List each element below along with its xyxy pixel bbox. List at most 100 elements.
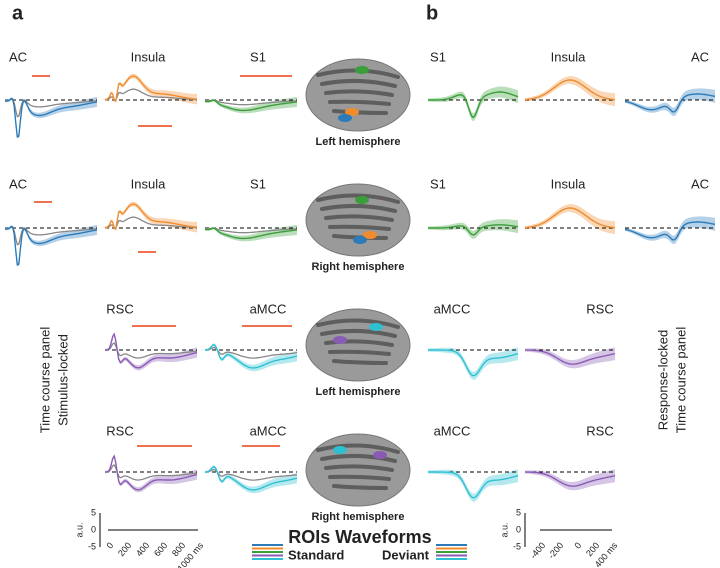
y-unit: a.u. bbox=[74, 522, 84, 537]
side-title: Stimulus-locked bbox=[55, 334, 70, 426]
standard-trace bbox=[105, 341, 198, 359]
roi-title: S1 bbox=[250, 176, 266, 191]
deviant-trace bbox=[104, 75, 198, 103]
brain-sulcus bbox=[328, 474, 391, 481]
roi-title: AC bbox=[9, 176, 27, 191]
roi-title: AC bbox=[9, 49, 27, 64]
deviant-trace bbox=[524, 349, 616, 365]
roi-patch bbox=[355, 66, 369, 74]
roi-title: aMCC bbox=[250, 301, 287, 316]
roi-patch bbox=[373, 451, 387, 459]
roi-title: Insula bbox=[551, 49, 586, 64]
deviant-trace bbox=[524, 207, 616, 229]
error-band bbox=[525, 76, 615, 107]
roi-title: S1 bbox=[430, 176, 446, 191]
brain-sulcus bbox=[324, 339, 394, 347]
roi-title: RSC bbox=[586, 423, 613, 438]
brain-sulcus bbox=[328, 349, 391, 356]
deviant-trace bbox=[428, 224, 519, 236]
hemisphere-label: Left hemisphere bbox=[316, 136, 401, 148]
y-tick-label: -5 bbox=[88, 541, 96, 551]
roi-title: RSC bbox=[586, 301, 613, 316]
x-tick-label: 200 bbox=[116, 540, 133, 558]
standard-trace bbox=[104, 216, 197, 230]
legend-title: ROIs Waveforms bbox=[288, 527, 431, 547]
brain-sulcus bbox=[316, 443, 400, 454]
roi-title: S1 bbox=[250, 49, 266, 64]
deviant-trace bbox=[4, 97, 98, 138]
standard-trace bbox=[104, 88, 197, 102]
roi-title: aMCC bbox=[250, 423, 287, 438]
error-band bbox=[205, 465, 297, 494]
standard-trace bbox=[204, 227, 298, 234]
legend-deviant: Deviant bbox=[382, 547, 430, 562]
brain-sulcus bbox=[320, 78, 397, 88]
deviant-trace bbox=[428, 349, 519, 377]
roi-patch bbox=[363, 231, 377, 239]
deviant-trace bbox=[524, 471, 616, 487]
deviant-trace bbox=[204, 99, 298, 112]
roi-title: RSC bbox=[106, 301, 133, 316]
hemisphere-label: Right hemisphere bbox=[312, 511, 405, 523]
deviant-trace bbox=[428, 91, 519, 119]
side-title: Time course panel bbox=[37, 327, 52, 434]
standard-trace bbox=[4, 226, 98, 246]
brain-sulcus bbox=[320, 453, 397, 463]
roi-title: Insula bbox=[131, 176, 166, 191]
deviant-trace bbox=[105, 454, 198, 491]
roi-patch bbox=[345, 108, 359, 116]
standard-trace bbox=[205, 468, 298, 481]
deviant-trace bbox=[624, 221, 716, 241]
x-tick-label: -400 bbox=[528, 540, 547, 560]
standard-trace bbox=[105, 463, 198, 481]
x-tick-label: 0 bbox=[104, 540, 115, 550]
roi-title: aMCC bbox=[434, 301, 471, 316]
legend-standard: Standard bbox=[288, 547, 344, 562]
y-tick-label: -5 bbox=[513, 541, 521, 551]
deviant-trace bbox=[4, 225, 98, 266]
brain-sulcus bbox=[316, 193, 400, 204]
panel-label: a bbox=[12, 2, 24, 24]
deviant-trace bbox=[205, 343, 298, 369]
roi-title: RSC bbox=[106, 423, 133, 438]
error-band bbox=[525, 204, 615, 235]
error-band bbox=[428, 219, 518, 239]
error-band bbox=[205, 96, 297, 114]
roi-patch bbox=[333, 446, 347, 454]
y-tick-label: 0 bbox=[516, 524, 521, 534]
standard-trace bbox=[205, 346, 298, 359]
brain-sulcus bbox=[316, 318, 400, 329]
x-tick-label: 400 bbox=[134, 540, 151, 558]
side-title: Response-locked bbox=[655, 330, 670, 430]
roi-title: S1 bbox=[430, 49, 446, 64]
brain-sulcus bbox=[324, 89, 394, 97]
roi-patch bbox=[338, 114, 352, 122]
deviant-trace bbox=[524, 79, 616, 101]
y-tick-label: 5 bbox=[91, 507, 96, 517]
x-tick-label: 600 bbox=[152, 540, 169, 558]
deviant-trace bbox=[624, 93, 716, 113]
error-band bbox=[105, 332, 197, 371]
deviant-trace bbox=[104, 203, 198, 231]
error-band bbox=[428, 347, 518, 380]
x-tick-label: -200 bbox=[546, 540, 565, 560]
error-band bbox=[205, 343, 297, 372]
hemisphere-label: Right hemisphere bbox=[312, 261, 405, 273]
deviant-trace bbox=[204, 227, 298, 240]
y-tick-label: 5 bbox=[516, 507, 521, 517]
roi-title: Insula bbox=[551, 176, 586, 191]
deviant-trace bbox=[428, 471, 519, 499]
roi-title: AC bbox=[691, 49, 709, 64]
brain-sulcus bbox=[332, 484, 388, 490]
y-tick-label: 0 bbox=[91, 524, 96, 534]
brain-sulcus bbox=[324, 214, 394, 222]
panel-label: b bbox=[426, 2, 438, 24]
roi-title: AC bbox=[691, 176, 709, 191]
error-band bbox=[625, 88, 715, 116]
roi-title: Insula bbox=[131, 49, 166, 64]
brain-sulcus bbox=[332, 109, 388, 115]
x-tick-label: 0 bbox=[572, 540, 583, 550]
roi-patch bbox=[353, 236, 367, 244]
brain-sulcus bbox=[320, 203, 397, 213]
